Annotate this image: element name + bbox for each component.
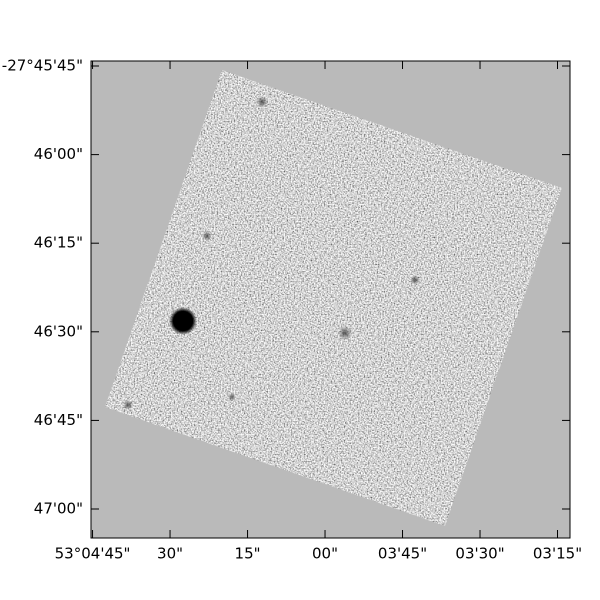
x-tick-label: 03'15" [533, 545, 582, 563]
faint-source [202, 231, 212, 241]
faint-source [123, 400, 133, 410]
faint-source [410, 275, 420, 285]
faint-source [338, 326, 352, 340]
bright-source [169, 307, 197, 335]
axes-frame [90, 60, 571, 539]
y-tick-label: -27°45'45" [2, 56, 83, 74]
x-tick-label: 00" [312, 545, 338, 563]
x-tick-label: 03'30" [455, 545, 504, 563]
x-tick-label: 30" [157, 545, 183, 563]
x-tick-label: 03'45" [378, 545, 427, 563]
faint-source [228, 393, 236, 401]
y-tick-label: 47'00" [34, 499, 83, 517]
y-tick-label: 46'30" [34, 322, 83, 340]
y-tick-label: 46'00" [34, 145, 83, 163]
x-tick-label: 53°04'45" [55, 545, 131, 563]
y-tick-label: 46'15" [34, 234, 83, 252]
faint-source [256, 96, 268, 108]
y-tick-label: 46'45" [34, 411, 83, 429]
x-tick-label: 15" [235, 545, 261, 563]
